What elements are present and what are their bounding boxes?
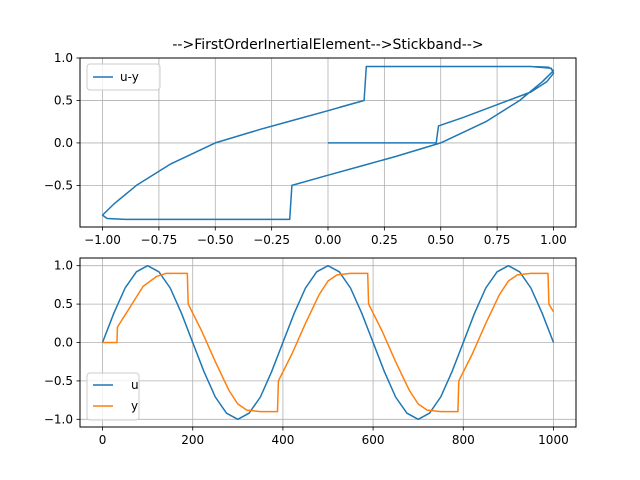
y-tick-label: 0.5 bbox=[54, 93, 73, 107]
x-tick-label: 1000 bbox=[538, 433, 569, 447]
chart-top: −1.00 −0.75 −0.50 −0.25 0.00 0.25 0.50 0.75 1.00… bbox=[44, 37, 577, 247]
y-tick-label: −0.5 bbox=[44, 178, 73, 192]
x-tick-label: −1.00 bbox=[84, 233, 121, 247]
y-tick-label: 0.0 bbox=[54, 336, 73, 350]
x-tick-label: 400 bbox=[271, 433, 294, 447]
series-layer bbox=[101, 65, 555, 221]
x-tick-label: 0 bbox=[99, 433, 107, 447]
x-tick-label: 600 bbox=[362, 433, 385, 447]
series-line-y bbox=[102, 272, 555, 413]
legend: u y bbox=[86, 372, 140, 421]
y-tick-label: 1.0 bbox=[54, 51, 73, 65]
series-line-u bbox=[101, 264, 555, 421]
x-tick-label: −0.25 bbox=[253, 233, 290, 247]
x-tick-label: 0.50 bbox=[427, 233, 454, 247]
legend-label-y: y bbox=[131, 399, 138, 413]
x-tick-label: 0.75 bbox=[484, 233, 511, 247]
chart-title: -->FirstOrderInertialElement-->Stickband… bbox=[172, 37, 483, 53]
x-tick-label: 800 bbox=[452, 433, 475, 447]
series-line-u-y bbox=[101, 65, 555, 221]
legend-box bbox=[86, 63, 161, 91]
legend-label-u-y: u-y bbox=[120, 70, 139, 84]
x-tick-label: 200 bbox=[181, 433, 204, 447]
y-tick-label: 0.0 bbox=[54, 136, 73, 150]
x-tick-label: 0.00 bbox=[315, 233, 342, 247]
x-tick-label: 0.25 bbox=[371, 233, 398, 247]
tick-layer: 0 200 400 600 800 1000 −1.0 −0.5 0.0 0.5 1.0 bbox=[44, 259, 569, 447]
y-tick-label: 0.5 bbox=[54, 297, 73, 311]
y-tick-label: 1.0 bbox=[54, 259, 73, 273]
legend: u-y bbox=[86, 63, 161, 91]
x-tick-label: −0.50 bbox=[197, 233, 234, 247]
y-tick-label: −1.0 bbox=[44, 412, 73, 426]
y-tick-label: −0.5 bbox=[44, 374, 73, 388]
tick-layer: −1.00 −0.75 −0.50 −0.25 0.00 0.25 0.50 0.75 1.00… bbox=[44, 51, 567, 247]
legend-label-u: u bbox=[131, 378, 139, 392]
x-tick-label: 1.00 bbox=[540, 233, 567, 247]
chart-bottom: 0 200 400 600 800 1000 −1.0 −0.5 0.0 0.5 1.0 u y bbox=[44, 257, 577, 447]
series-layer bbox=[101, 264, 555, 421]
x-tick-label: −0.75 bbox=[141, 233, 178, 247]
